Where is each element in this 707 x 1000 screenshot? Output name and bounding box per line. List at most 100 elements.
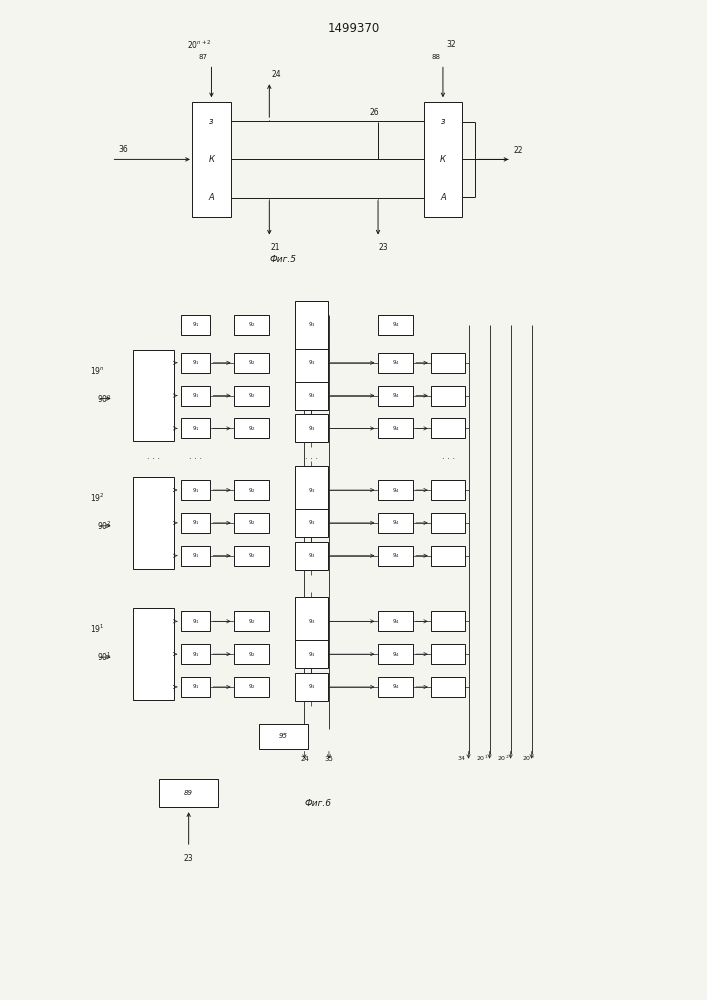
- Text: А: А: [209, 193, 214, 202]
- Bar: [234, 418, 269, 438]
- Text: $20^{n+2}$: $20^{n+2}$: [187, 38, 211, 51]
- Text: $9_2$: $9_2$: [248, 551, 256, 560]
- Bar: [234, 677, 269, 697]
- Bar: [234, 644, 269, 664]
- Text: $9_3$: $9_3$: [308, 321, 315, 329]
- Text: $9_1$: $9_1$: [192, 518, 199, 527]
- Text: $9_1$: $9_1$: [192, 683, 199, 691]
- Text: 87: 87: [199, 54, 208, 60]
- Bar: [296, 509, 327, 537]
- Text: $20^2$: $20^2$: [498, 754, 510, 763]
- Bar: [234, 386, 269, 406]
- Text: $9_1$: $9_1$: [192, 358, 199, 367]
- Text: $90^1$: $90^1$: [98, 651, 112, 663]
- Text: · · ·: · · ·: [147, 455, 160, 464]
- Text: $9_3$: $9_3$: [308, 486, 315, 495]
- Text: $9_4$: $9_4$: [392, 551, 399, 560]
- Text: $9_3$: $9_3$: [308, 358, 315, 367]
- Bar: [378, 315, 413, 335]
- Bar: [133, 350, 174, 441]
- Text: $9_3$: $9_3$: [308, 518, 315, 527]
- Bar: [431, 353, 465, 373]
- Bar: [181, 611, 211, 631]
- Text: $9_1$: $9_1$: [192, 321, 199, 329]
- Text: з: з: [440, 117, 445, 126]
- Bar: [296, 301, 327, 349]
- Text: $19^2$: $19^2$: [90, 492, 105, 504]
- Bar: [181, 418, 211, 438]
- Text: $90^n$: $90^n$: [98, 393, 112, 404]
- Text: $9_4$: $9_4$: [392, 518, 399, 527]
- Bar: [181, 546, 211, 566]
- Text: $19^n$: $19^n$: [90, 365, 105, 376]
- Text: $9_1$: $9_1$: [192, 486, 199, 495]
- Bar: [192, 102, 230, 217]
- Text: 21: 21: [270, 243, 280, 252]
- Text: $9_4$: $9_4$: [392, 683, 399, 691]
- Text: $9_2$: $9_2$: [248, 391, 256, 400]
- Bar: [181, 315, 211, 335]
- Text: 95: 95: [279, 733, 288, 739]
- Text: · · ·: · · ·: [189, 455, 202, 464]
- Bar: [234, 353, 269, 373]
- Bar: [378, 418, 413, 438]
- Bar: [234, 546, 269, 566]
- Text: 1499370: 1499370: [327, 22, 380, 35]
- Bar: [296, 597, 327, 645]
- Bar: [259, 724, 308, 749]
- Bar: [431, 480, 465, 500]
- Text: $9_1$: $9_1$: [192, 617, 199, 626]
- Text: $9_2$: $9_2$: [248, 518, 256, 527]
- Bar: [378, 644, 413, 664]
- Bar: [431, 418, 465, 438]
- Bar: [234, 315, 269, 335]
- Text: К: К: [440, 155, 446, 164]
- Bar: [431, 386, 465, 406]
- Text: 26: 26: [370, 108, 380, 117]
- Bar: [431, 677, 465, 697]
- Text: 35: 35: [325, 756, 334, 762]
- Bar: [181, 644, 211, 664]
- Text: $9_1$: $9_1$: [192, 424, 199, 433]
- Text: $9_1$: $9_1$: [192, 551, 199, 560]
- Bar: [234, 611, 269, 631]
- Bar: [181, 353, 211, 373]
- Text: $9_1$: $9_1$: [192, 650, 199, 659]
- Text: $9_3$: $9_3$: [308, 551, 315, 560]
- Text: $9_4$: $9_4$: [392, 486, 399, 495]
- Text: К: К: [209, 155, 214, 164]
- Text: $90^2$: $90^2$: [98, 520, 112, 532]
- Text: $9_2$: $9_2$: [248, 486, 256, 495]
- Bar: [431, 611, 465, 631]
- Bar: [423, 102, 462, 217]
- Text: $9_4$: $9_4$: [392, 424, 399, 433]
- Bar: [296, 382, 327, 410]
- Bar: [431, 513, 465, 533]
- Text: А: А: [440, 193, 446, 202]
- Text: $9_2$: $9_2$: [248, 683, 256, 691]
- Text: · · ·: · · ·: [305, 455, 318, 464]
- Text: $9_4$: $9_4$: [392, 617, 399, 626]
- Text: $9_2$: $9_2$: [248, 358, 256, 367]
- Text: 23: 23: [379, 243, 388, 252]
- Bar: [133, 608, 174, 700]
- Text: 34: 34: [457, 756, 465, 761]
- Bar: [296, 414, 327, 442]
- Bar: [234, 513, 269, 533]
- Text: 36: 36: [119, 145, 128, 154]
- Bar: [296, 673, 327, 701]
- Text: $20^1$: $20^1$: [477, 754, 489, 763]
- Text: $9_4$: $9_4$: [392, 321, 399, 329]
- Text: $9_2$: $9_2$: [248, 321, 256, 329]
- Bar: [296, 339, 327, 387]
- Bar: [378, 546, 413, 566]
- Text: 23: 23: [184, 854, 194, 863]
- Bar: [378, 480, 413, 500]
- Bar: [181, 677, 211, 697]
- Text: $9_4$: $9_4$: [392, 650, 399, 659]
- Text: $9_2$: $9_2$: [248, 617, 256, 626]
- Text: з: з: [209, 117, 214, 126]
- Text: $9_2$: $9_2$: [248, 650, 256, 659]
- Bar: [296, 466, 327, 514]
- Text: $9_3$: $9_3$: [308, 650, 315, 659]
